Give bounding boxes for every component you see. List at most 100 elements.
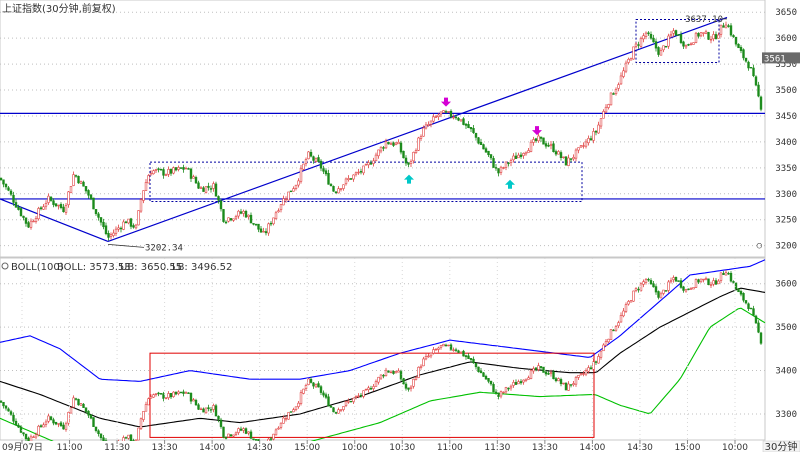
candle-body	[204, 186, 208, 193]
candle-body	[537, 135, 540, 142]
candle-body	[754, 76, 758, 86]
candle-body	[652, 37, 655, 43]
candle-body	[644, 32, 648, 37]
main-y-tick-label: 3400	[775, 138, 797, 148]
candle-body	[217, 196, 220, 201]
candle-body	[122, 221, 125, 230]
main-y-tick-label: 3300	[775, 190, 797, 200]
candle-body-boll	[392, 370, 395, 374]
candle-body	[229, 218, 233, 221]
boll-settings-icon[interactable]	[1, 262, 9, 270]
candle-body	[337, 188, 340, 194]
candle-body-boll	[612, 329, 615, 332]
candle-body-boll	[679, 280, 683, 288]
candle-body	[114, 228, 118, 234]
candle-body-boll	[347, 400, 350, 403]
candle-body-boll	[272, 433, 275, 440]
candle-body-boll	[224, 437, 228, 439]
period-selector[interactable]	[762, 440, 800, 452]
candle-body-boll	[227, 433, 230, 438]
candle-body	[252, 223, 255, 225]
candle-body-boll	[384, 369, 388, 376]
candle-body	[7, 187, 10, 191]
candle-body-boll	[482, 372, 485, 377]
candle-body-boll	[509, 385, 513, 389]
boll-range-box[interactable]	[149, 352, 595, 438]
candle-body-boll	[529, 370, 533, 379]
candle-body	[572, 157, 575, 160]
candle-body	[187, 168, 190, 170]
candle-body-boll	[172, 391, 175, 397]
candle-body	[654, 41, 658, 49]
candle-body	[334, 191, 338, 194]
candle-body	[44, 203, 48, 207]
x-tick-label: 10:30	[389, 443, 415, 452]
candle-body-boll	[449, 344, 453, 350]
candle-body	[329, 184, 333, 187]
candle-body-boll	[212, 405, 215, 410]
candle-body	[724, 24, 728, 29]
candle-body-boll	[452, 349, 455, 351]
candle-body-boll	[539, 366, 543, 368]
candle-body-boll	[52, 419, 55, 424]
candle-body-boll	[504, 387, 508, 393]
low-leader	[107, 244, 145, 248]
candle-body-boll	[719, 272, 723, 281]
candle-body	[254, 223, 258, 226]
candle-body-boll	[684, 289, 688, 292]
candle-body-boll	[444, 344, 448, 347]
trend-line[interactable]	[107, 16, 728, 243]
candle-body-boll	[489, 380, 493, 385]
candle-body	[427, 124, 430, 126]
candle-body-boll	[652, 283, 655, 288]
candle-body	[389, 143, 393, 145]
candle-body	[137, 210, 140, 226]
candle-body-boll	[22, 432, 25, 435]
candle-body	[67, 191, 70, 206]
candle-body	[37, 208, 40, 220]
candle-body	[349, 178, 353, 180]
candle-body	[94, 209, 98, 214]
trend-line[interactable]	[0, 198, 109, 243]
candle-body-boll	[594, 361, 598, 363]
candle-body-boll	[742, 293, 745, 301]
candle-body	[189, 168, 193, 179]
candle-body	[432, 116, 435, 122]
candle-body	[292, 188, 295, 192]
candle-body-boll	[547, 373, 550, 375]
candle-body-boll	[487, 378, 490, 382]
candle-body	[617, 84, 620, 89]
candle-body	[42, 206, 45, 210]
candle-body	[22, 215, 25, 218]
candle-body-boll	[499, 391, 503, 397]
candle-body	[609, 92, 613, 106]
candle-body	[569, 158, 573, 160]
candle-body	[249, 214, 253, 224]
boll-y-tick-label: 3400	[775, 367, 797, 377]
candle-body-boll	[129, 434, 133, 442]
candle-body	[307, 151, 310, 160]
candle-body-boll	[47, 415, 50, 422]
candle-body-boll	[619, 315, 623, 323]
candle-body	[697, 33, 700, 37]
candle-body-boll	[177, 391, 180, 394]
candle-body	[732, 35, 735, 38]
candle-body-boll	[142, 411, 145, 420]
candle-body-boll	[519, 381, 523, 384]
candle-body-boll	[469, 358, 473, 360]
range-box[interactable]	[635, 18, 720, 64]
candle-body-boll	[9, 411, 13, 415]
candle-body	[747, 61, 750, 69]
candle-body	[324, 170, 328, 175]
candle-body	[357, 171, 360, 174]
candle-body-boll	[244, 428, 248, 434]
candle-body	[164, 174, 168, 176]
candle-body	[407, 162, 410, 165]
range-box[interactable]	[149, 161, 583, 203]
candle-body	[27, 222, 30, 228]
period-label[interactable]: 30分钟	[765, 440, 798, 452]
candle-body-boll	[334, 412, 338, 414]
candle-body	[692, 42, 695, 45]
candle-body-boll	[342, 406, 345, 410]
candle-body	[302, 163, 305, 170]
